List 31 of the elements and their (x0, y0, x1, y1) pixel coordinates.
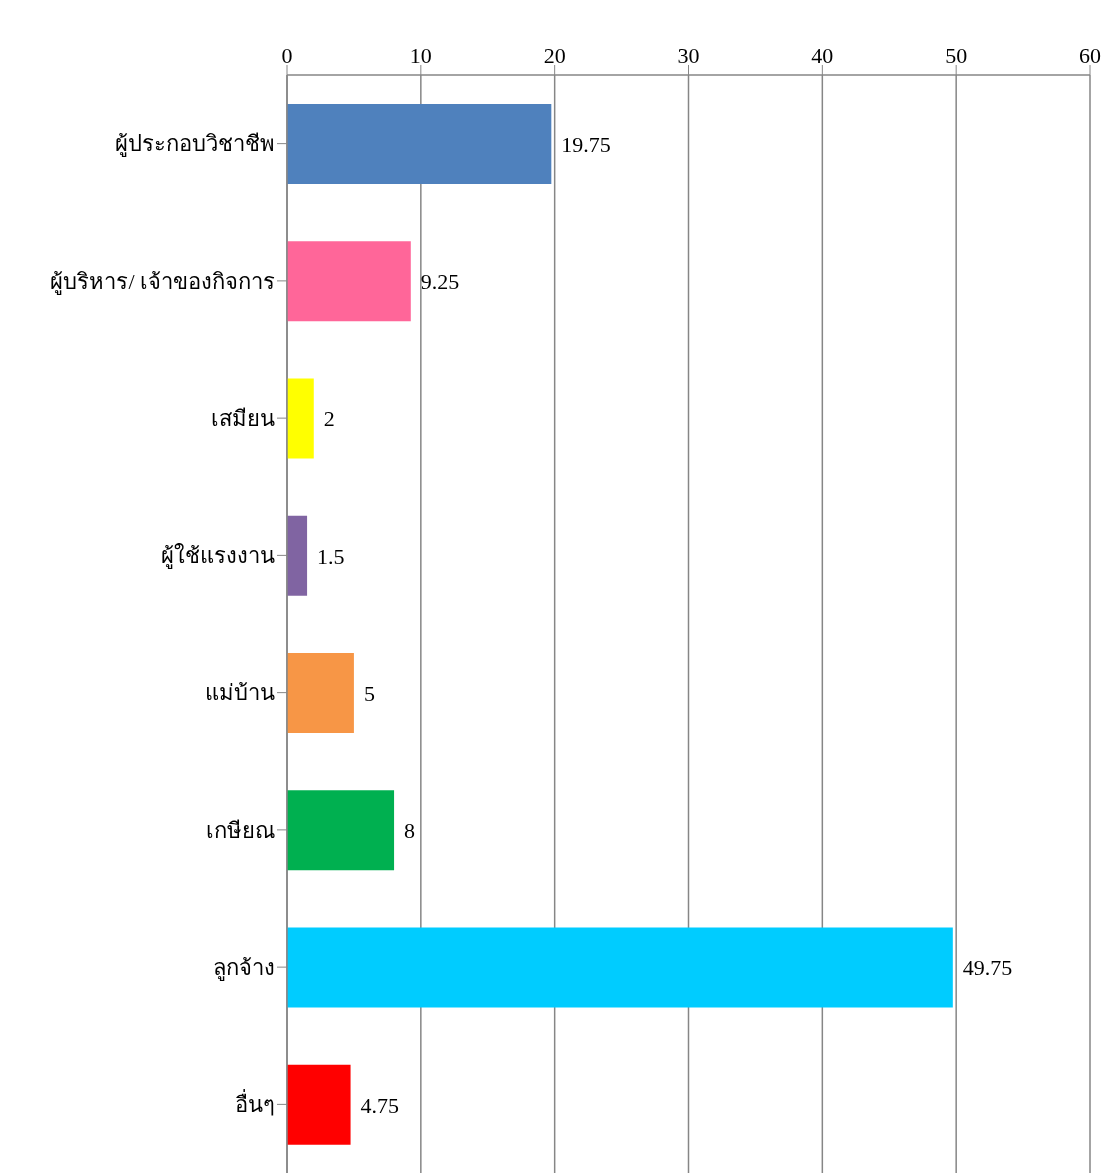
y-tick-label: เสมียน (211, 405, 275, 431)
y-tick-label: อื่นๆ (235, 1089, 275, 1118)
bar (287, 790, 395, 871)
y-tick-label: ผู้ใช้แรงงาน (161, 543, 275, 570)
data-label: 19.75 (561, 131, 611, 157)
bar (287, 104, 552, 184)
x-tick-label: 0 (281, 43, 293, 68)
y-tick-label: ลูกจ้าง (213, 954, 275, 981)
x-tick-label: 10 (409, 43, 432, 68)
y-tick-label: ผู้ประกอบวิชาชีพ (115, 131, 275, 158)
data-label: 8 (404, 818, 416, 844)
x-tick-label: 50 (945, 43, 968, 68)
data-label: 5 (363, 680, 375, 706)
bar (287, 241, 411, 322)
y-tick-label: แม่บ้าน (205, 680, 275, 706)
bar (287, 1064, 351, 1145)
bar (287, 515, 308, 596)
x-tick-label: 20 (543, 43, 566, 68)
bar (287, 653, 354, 733)
data-label: 1.5 (317, 543, 345, 569)
bar (287, 927, 953, 1008)
data-label: 9.25 (420, 269, 460, 295)
x-tick-label: 60 (1079, 43, 1101, 68)
data-label: 2 (323, 406, 335, 432)
x-tick-label: 30 (677, 43, 700, 68)
bar (287, 378, 314, 459)
data-label: 4.75 (360, 1092, 400, 1118)
y-tick-label: ผู้บริหาร/ เจ้าของกิจการ (50, 268, 275, 295)
y-tick-label: เกษียณ (206, 817, 275, 843)
x-tick-label: 40 (811, 43, 834, 68)
data-label: 49.75 (962, 955, 1013, 981)
